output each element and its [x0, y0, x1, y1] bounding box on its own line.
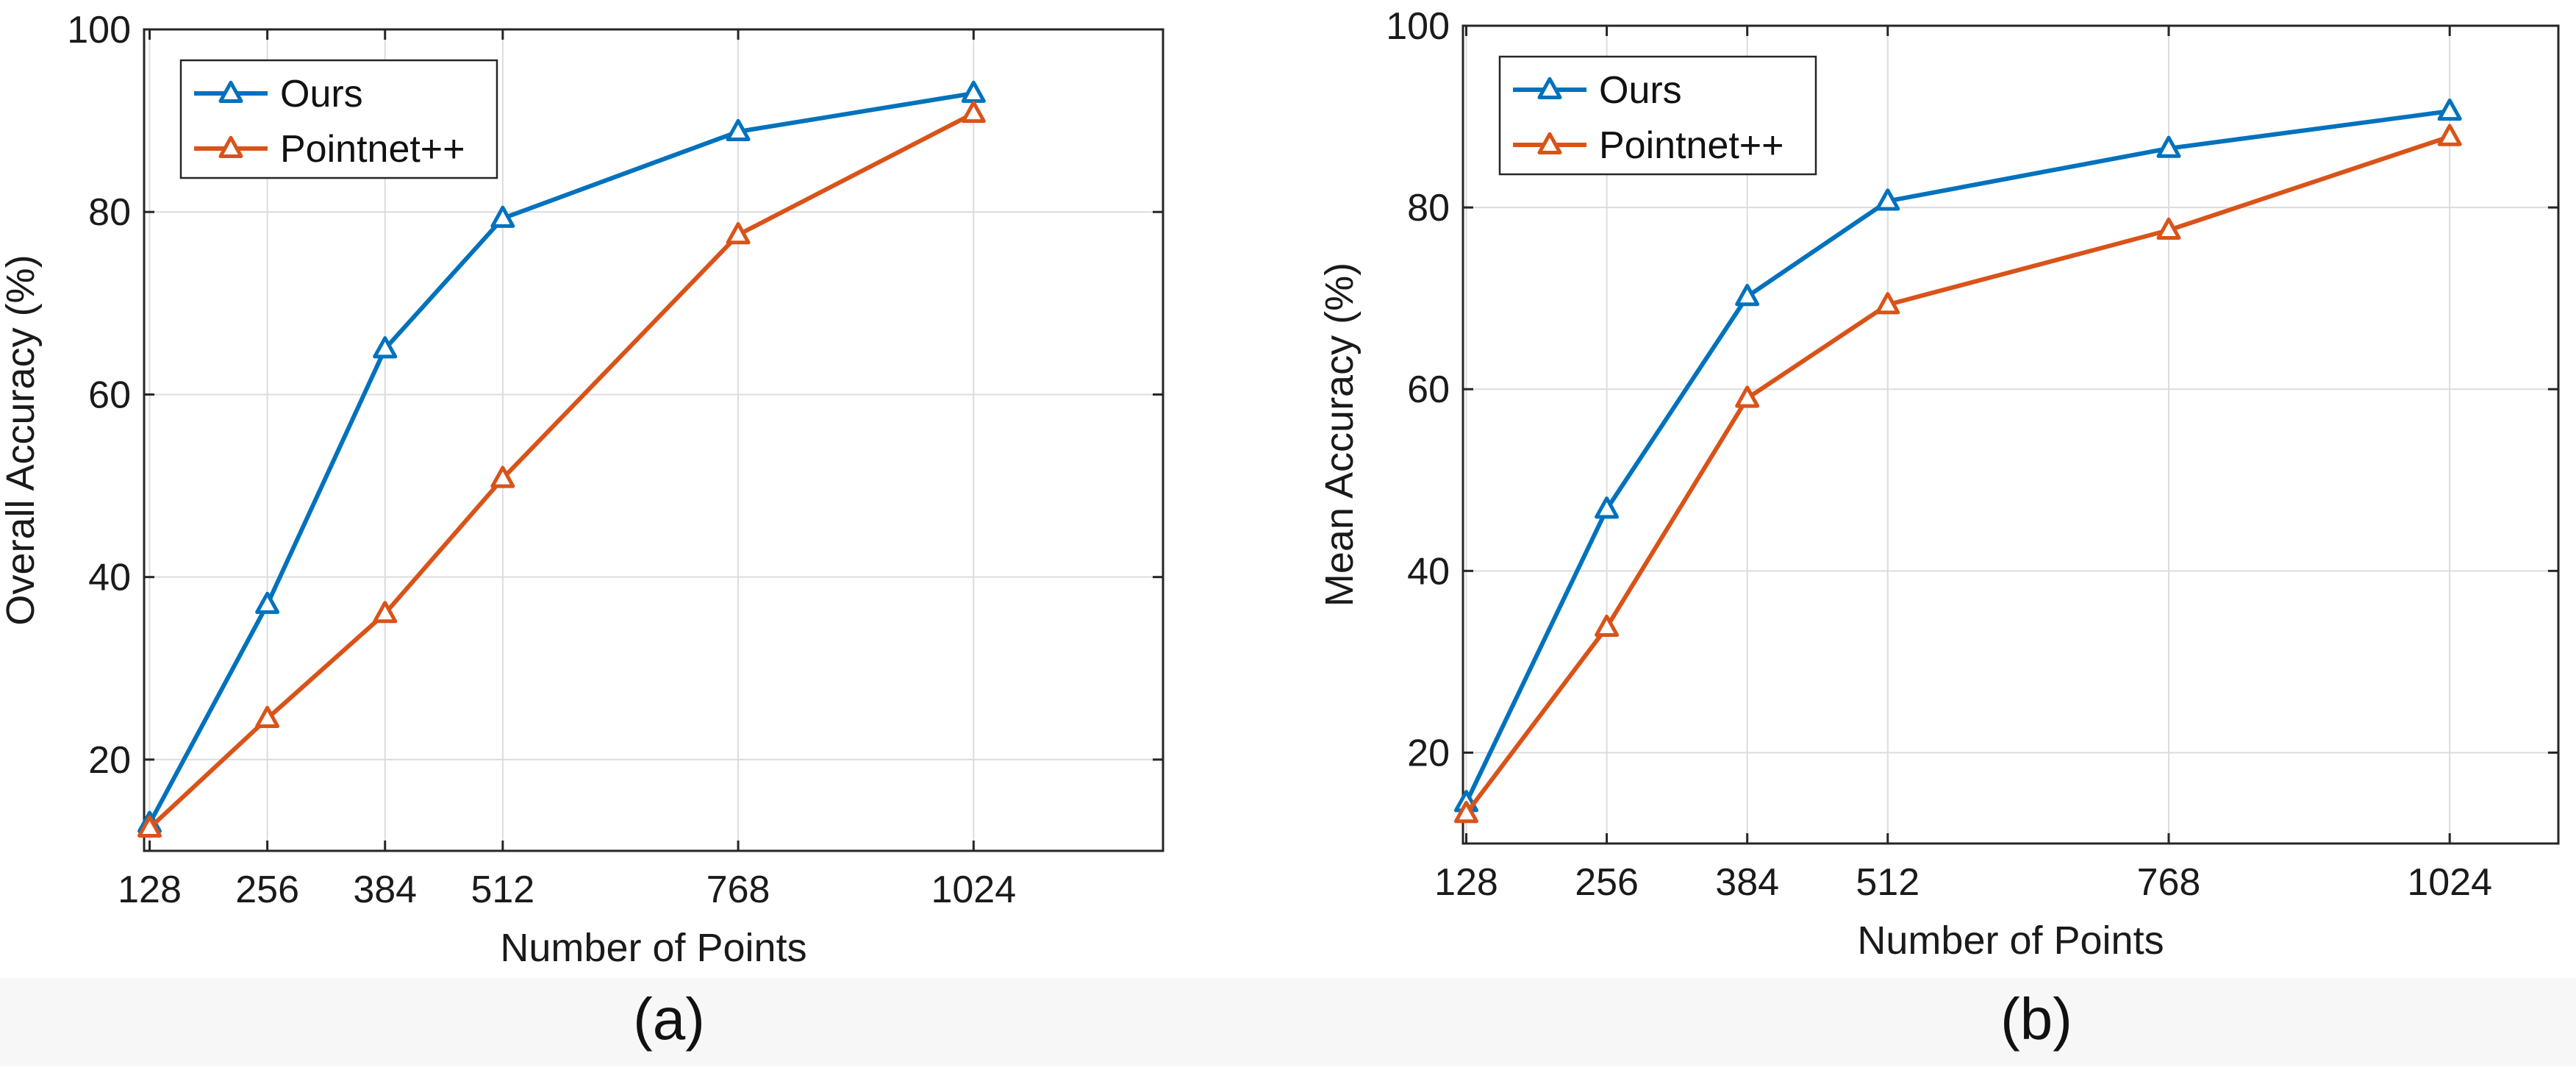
y-tick-label: 60 — [88, 374, 131, 416]
data-point — [1735, 283, 1760, 307]
y-tick-label: 60 — [1407, 368, 1450, 411]
series-1 — [137, 100, 986, 838]
data-point — [490, 466, 515, 488]
series-0 — [137, 80, 986, 833]
y-axis-label: Mean Accuracy (%) — [1317, 263, 1362, 607]
data-point — [255, 591, 280, 614]
y-tick-label: 20 — [88, 739, 131, 782]
y-axis-label: Overall Accuracy (%) — [0, 254, 43, 625]
legend-box — [1498, 55, 1817, 176]
axes-box — [1461, 24, 2560, 845]
panel-caption: (a) — [633, 986, 705, 1052]
y-tick-label: 100 — [67, 9, 131, 51]
data-point — [1875, 188, 1900, 211]
series-line — [147, 90, 974, 825]
panel-caption: (b) — [2000, 986, 2072, 1052]
data-point — [2437, 98, 2462, 121]
y-tick-label: 40 — [1407, 550, 1450, 593]
data-point — [2437, 124, 2462, 146]
chart-0: 128 256 384 512 768 1024 20 40 60 80 100 Number of … — [0, 9, 1164, 1052]
legend-entry: Pointnet++ — [1599, 124, 1784, 167]
x-tick-label: 768 — [706, 869, 770, 911]
x-tick-label: 128 — [1434, 861, 1498, 904]
x-tick-label: 1024 — [2407, 861, 2492, 904]
x-tick-label: 128 — [118, 869, 182, 911]
y-tick-label: 40 — [88, 557, 131, 599]
series-line — [1464, 134, 2451, 816]
y-tick-label: 100 — [1386, 5, 1450, 48]
legend-marker — [1537, 76, 1562, 99]
chart-1: 128 256 384 512 768 1024 20 40 60 80 100 Number of … — [1317, 5, 2560, 1052]
x-tick-label: 512 — [471, 869, 534, 911]
caption-band — [0, 978, 2576, 1066]
x-tick-label: 384 — [353, 869, 417, 911]
x-tick-label: 768 — [2137, 861, 2201, 904]
x-tick-label: 512 — [1856, 861, 1920, 904]
data-point — [1453, 801, 1478, 824]
data-point — [961, 100, 986, 124]
legend-entry: Ours — [280, 73, 363, 115]
series-line — [148, 111, 975, 830]
data-point — [726, 118, 751, 142]
y-tick-label: 80 — [1407, 187, 1450, 229]
legend-marker — [218, 135, 243, 158]
legend-entry: Ours — [1599, 69, 1682, 112]
y-tick-label: 80 — [88, 191, 131, 234]
axes-box — [143, 28, 1164, 852]
legend-marker — [218, 80, 243, 103]
legend: Ours Pointnet++ — [1498, 55, 1817, 176]
data-point — [2156, 217, 2181, 240]
data-point — [1735, 385, 1760, 408]
legend: Ours Pointnet++ — [179, 59, 498, 179]
data-point — [726, 222, 751, 245]
data-point — [255, 705, 280, 729]
data-point — [137, 815, 162, 838]
data-point — [490, 205, 515, 228]
series-line — [1464, 109, 2450, 804]
legend-entry: Pointnet++ — [280, 128, 465, 171]
data-point — [1595, 614, 1620, 637]
legend-box — [179, 59, 498, 179]
series-1 — [1453, 124, 2462, 824]
x-tick-label: 1024 — [931, 869, 1016, 911]
x-axis-label: Number of Points — [1857, 919, 2164, 963]
x-axis-label: Number of Points — [500, 926, 806, 970]
data-point — [1595, 496, 1620, 519]
legend-marker — [1537, 132, 1562, 154]
x-tick-label: 256 — [235, 869, 299, 911]
x-tick-label: 384 — [1715, 861, 1779, 904]
data-point — [373, 336, 398, 359]
data-point — [373, 601, 398, 624]
data-point — [2156, 135, 2181, 158]
x-tick-label: 256 — [1575, 861, 1639, 904]
data-point — [1875, 292, 1900, 315]
y-tick-label: 20 — [1407, 732, 1450, 774]
